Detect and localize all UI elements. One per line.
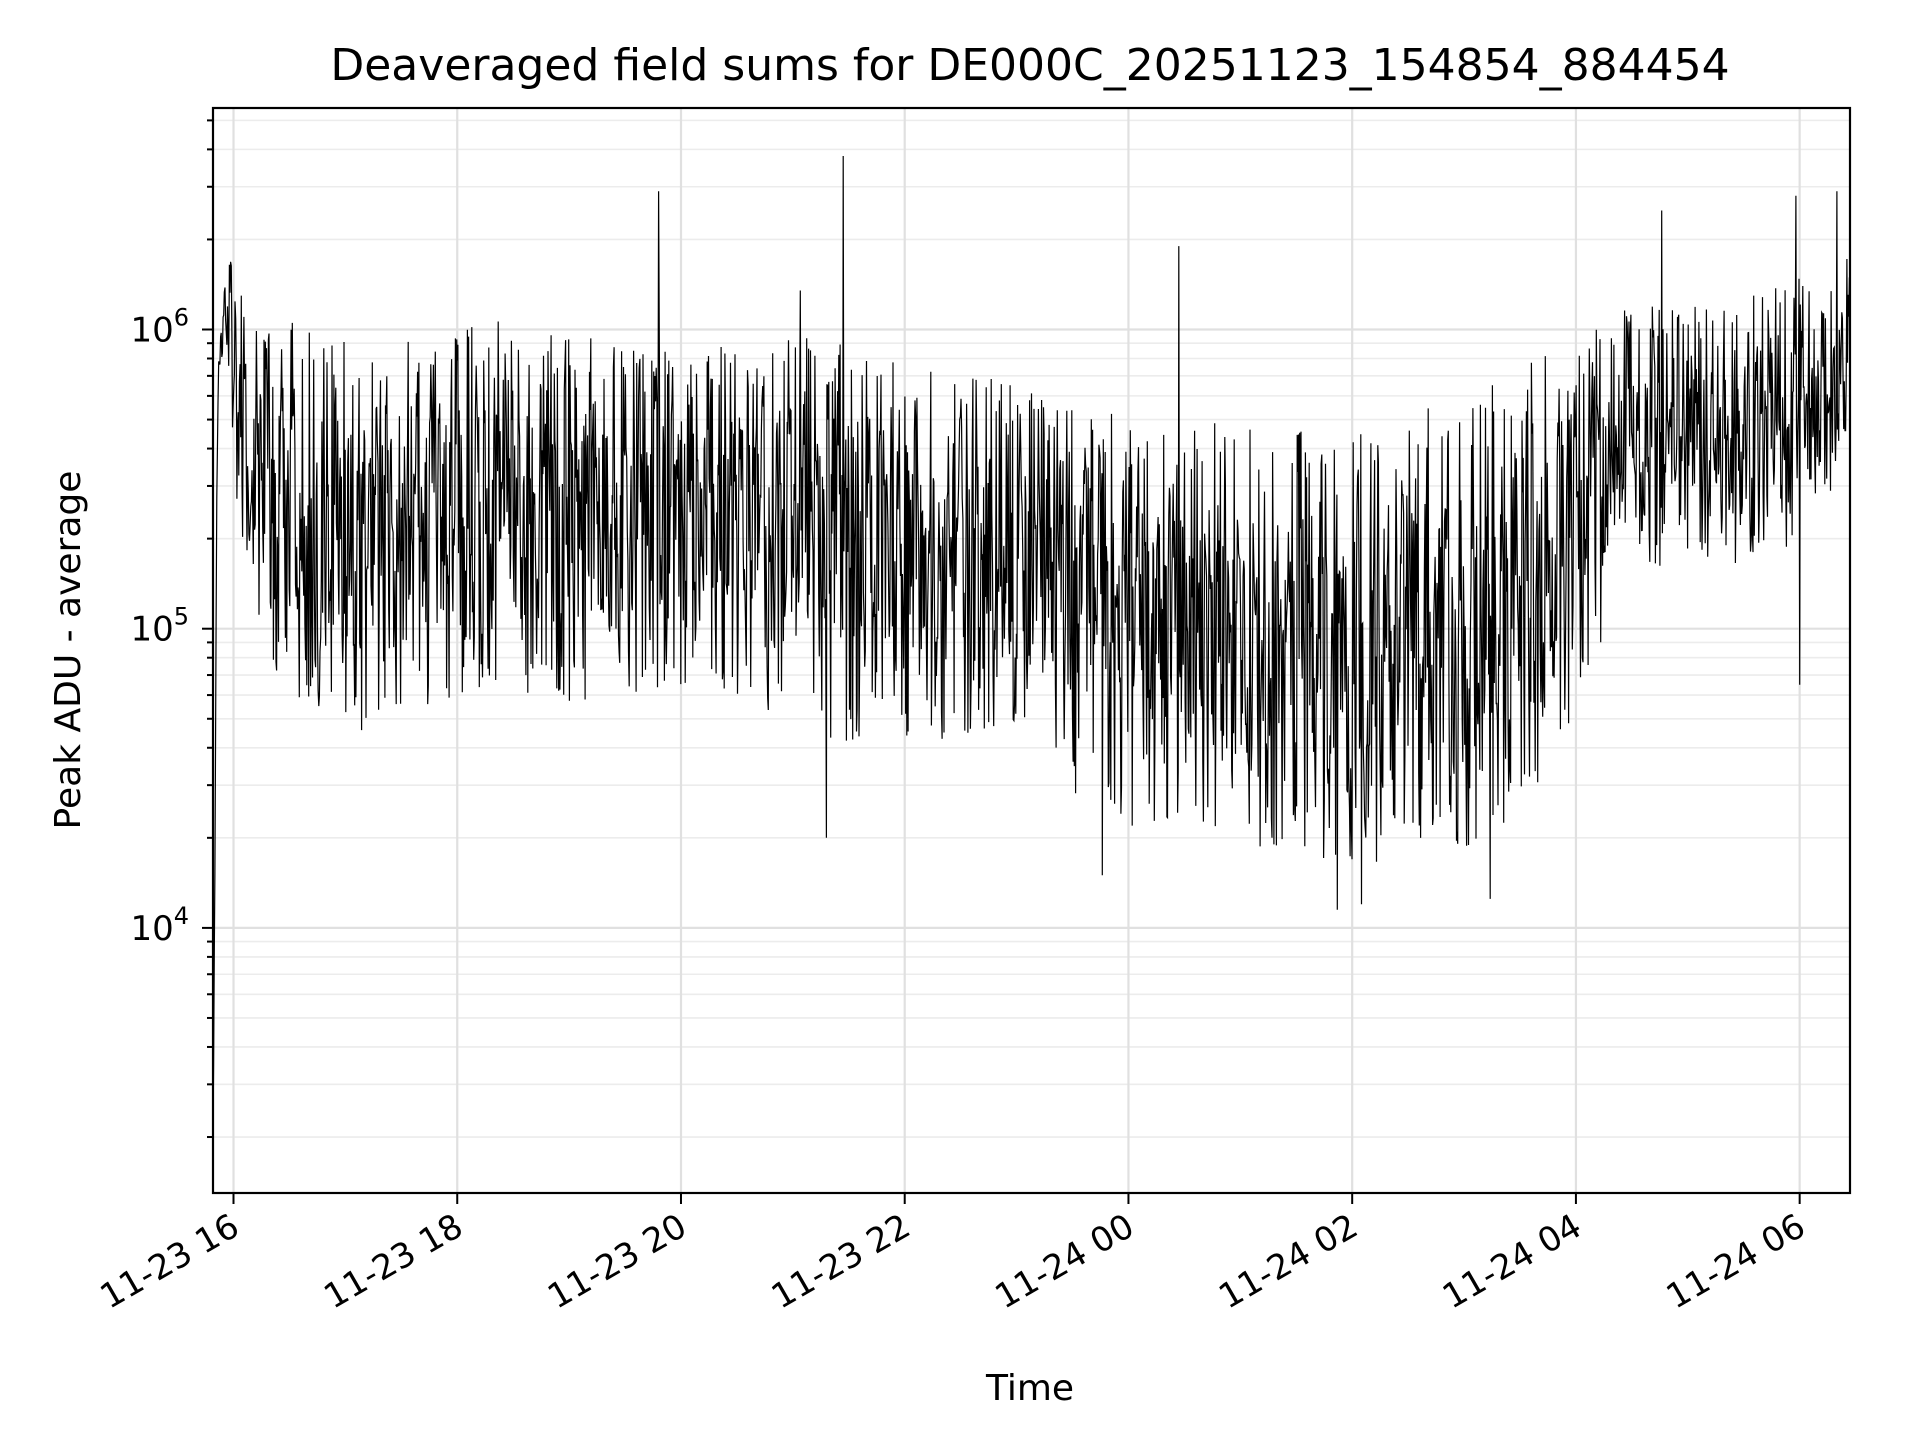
y-tick-label: 106 <box>130 304 189 351</box>
data-line <box>212 155 1851 1135</box>
y-tick-label: 104 <box>130 902 189 949</box>
y-tick-label: 105 <box>130 603 189 650</box>
plot-frame <box>211 106 1852 1195</box>
series-line <box>212 155 1851 1135</box>
y-axis-label: Peak ADU - average <box>48 471 89 830</box>
grid-lines <box>213 108 1850 1193</box>
x-axis-label: Time <box>985 1368 1074 1409</box>
axis-ticks <box>202 119 1801 1204</box>
chart-title: Deaveraged field sums for DE000C_2025112… <box>330 40 1729 91</box>
